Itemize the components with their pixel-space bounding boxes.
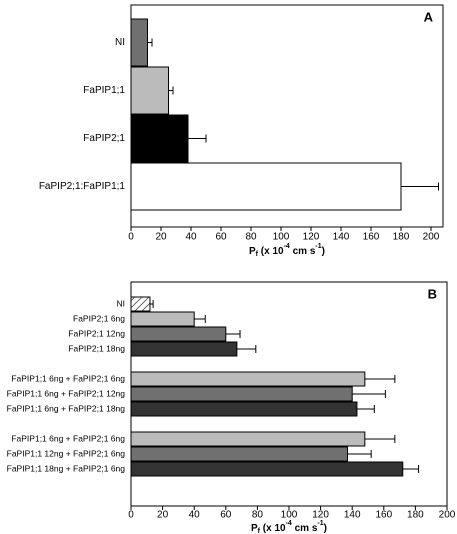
- x-tick-label: 40: [189, 510, 201, 521]
- x-tick-label: 140: [333, 232, 350, 243]
- x-axis-label-part: ): [324, 523, 327, 534]
- x-tick-label: 80: [245, 232, 257, 243]
- x-axis-label: Pf (x 10-4 cm s-1): [251, 520, 327, 534]
- panel-label: B: [428, 286, 437, 301]
- x-tick-label: 180: [393, 232, 410, 243]
- bar: [130, 341, 238, 357]
- category-label: FaPIP1;1 6ng + FaPIP2;1 12ng: [7, 388, 126, 398]
- x-axis-label-part: P: [251, 523, 258, 534]
- category-label: FaPIP2;1 6ng: [73, 313, 125, 323]
- category-label: FaPIP2;1 12ng: [68, 328, 125, 338]
- bar: [130, 401, 358, 417]
- bar: [130, 371, 366, 387]
- x-axis-label-part: ): [322, 246, 325, 257]
- x-axis-label-part: (x 10: [260, 523, 286, 534]
- x-tick-label: 0: [128, 232, 134, 243]
- x-tick-label: 60: [215, 232, 227, 243]
- bar: [130, 66, 169, 115]
- x-axis-label: Pf (x 10-4 cm s-1): [249, 243, 325, 258]
- bar: [130, 162, 402, 211]
- x-axis-label-part: f: [256, 251, 259, 258]
- x-tick-label: 40: [185, 232, 197, 243]
- category-label: FaPIP1;1 6ng + FaPIP2;1 6ng: [11, 373, 125, 383]
- category-label: FaPIP1;1 12ng + FaPIP2;1 6ng: [7, 448, 126, 458]
- bar: [130, 386, 353, 402]
- x-axis-label-part: (x 10: [258, 246, 284, 257]
- x-tick-label: 20: [157, 510, 169, 521]
- bar: [130, 296, 151, 312]
- x-tick-label: 0: [128, 510, 134, 521]
- bar: [130, 114, 189, 163]
- x-tick-label: 60: [220, 510, 232, 521]
- x-axis-label-part: cm s: [292, 523, 318, 534]
- x-tick-label: 20: [155, 232, 167, 243]
- x-tick-label: 100: [281, 510, 298, 521]
- x-tick-label: 100: [273, 232, 290, 243]
- x-tick-label: 160: [375, 510, 392, 521]
- category-label: FaPIP1;1 6ng + FaPIP2;1 6ng: [11, 433, 125, 443]
- bar: [130, 446, 348, 462]
- x-tick-label: 200: [423, 232, 440, 243]
- x-tick-label: 80: [252, 510, 264, 521]
- x-tick-label: 120: [303, 232, 320, 243]
- bar: [130, 431, 366, 447]
- category-label: FaPIP2;1 18ng: [68, 343, 125, 353]
- panel-label: A: [424, 9, 434, 24]
- x-axis-label-part: -4: [286, 520, 292, 527]
- category-label: FaPIP1;1 6ng + FaPIP2;1 18ng: [7, 403, 126, 413]
- bar: [130, 311, 195, 327]
- category-label: NI: [117, 298, 126, 308]
- bar: [130, 18, 148, 67]
- x-tick-label: 140: [344, 510, 361, 521]
- bar: [130, 461, 404, 477]
- bar: [130, 326, 227, 342]
- x-axis-label-part: cm s: [290, 246, 316, 257]
- category-label: FaPIP2;1: [83, 133, 125, 144]
- x-axis-label-part: f: [258, 528, 261, 534]
- x-tick-label: 200: [439, 510, 456, 521]
- x-axis-label-part: P: [249, 246, 256, 257]
- category-label: NI: [115, 37, 125, 48]
- category-label: FaPIP1;1 18ng + FaPIP2;1 6ng: [7, 463, 126, 473]
- x-tick-label: 180: [407, 510, 424, 521]
- x-axis-label-part: -4: [284, 243, 290, 250]
- x-tick-label: 120: [312, 510, 329, 521]
- x-tick-label: 160: [363, 232, 380, 243]
- x-axis-label-part: -1: [315, 243, 321, 250]
- x-axis-label-part: -1: [317, 520, 323, 527]
- category-label: FaPIP2;1:FaPIP1;1: [39, 181, 126, 192]
- category-label: FaPIP1;1: [83, 85, 125, 96]
